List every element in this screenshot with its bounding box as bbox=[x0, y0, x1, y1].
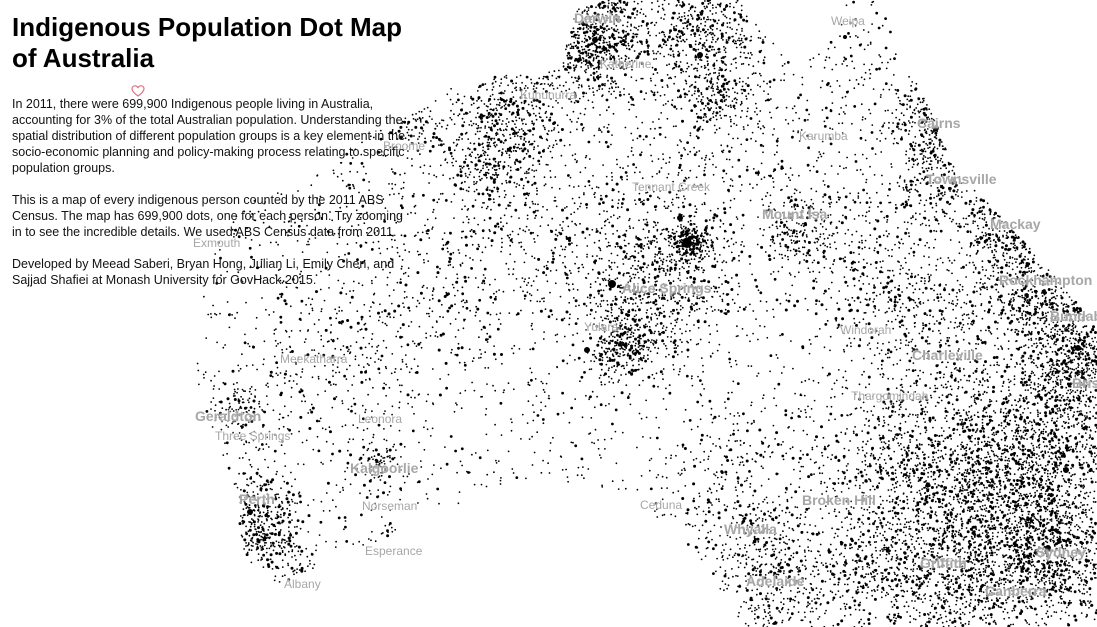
dot-cloud bbox=[196, 0, 1097, 627]
description-paragraph: This is a map of every indigenous person… bbox=[12, 193, 403, 239]
credits-paragraph: Developed by Meead Saberi, Bryan Hong, J… bbox=[12, 257, 395, 287]
intro-paragraph: In 2011, there were 699,900 Indigenous p… bbox=[12, 97, 406, 175]
info-panel: Indigenous Population Dot Map of Austral… bbox=[12, 12, 408, 304]
heart-icon[interactable] bbox=[131, 84, 145, 98]
population-dots bbox=[196, 0, 1097, 627]
page-title: Indigenous Population Dot Map of Austral… bbox=[12, 12, 402, 73]
